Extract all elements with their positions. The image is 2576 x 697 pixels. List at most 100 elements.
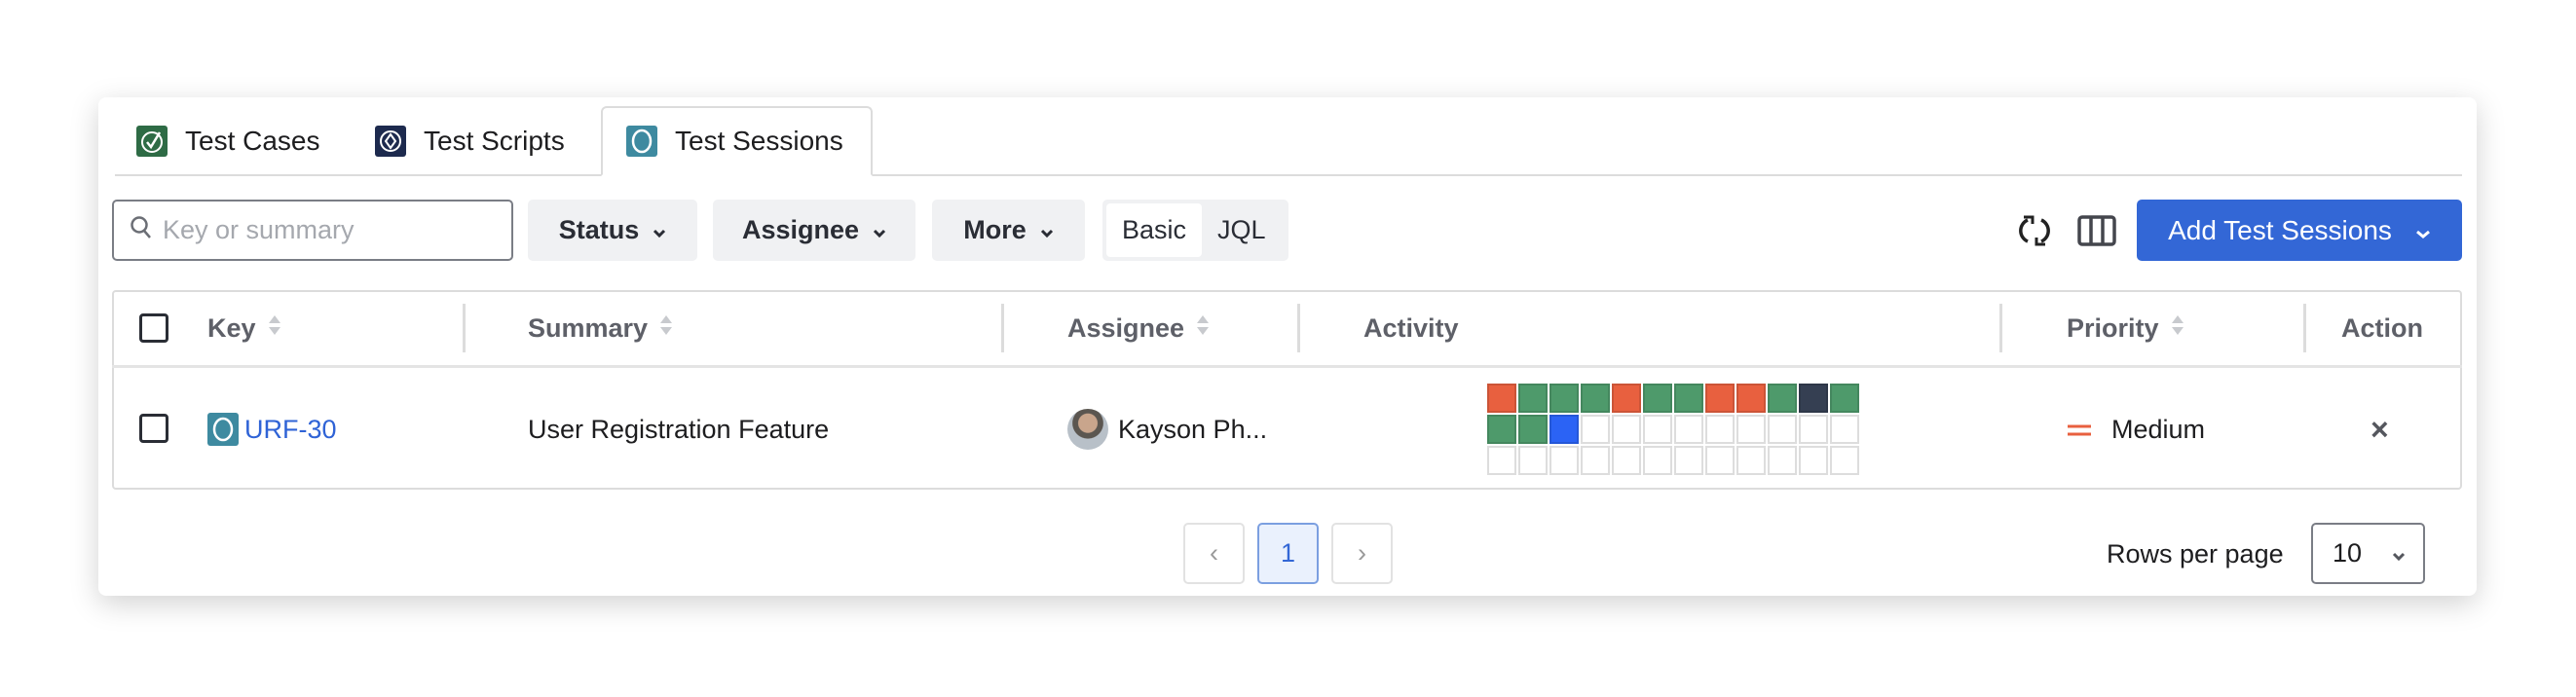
avatar [1067, 409, 1108, 450]
issue-key-link[interactable]: URF-30 [244, 414, 337, 444]
tab-test-cases[interactable]: Test Cases [136, 106, 320, 176]
header-label: Key [207, 312, 256, 343]
sort-icon [659, 312, 673, 345]
activity-cell-pass[interactable] [1549, 384, 1579, 413]
column-header-activity: Activity [1363, 310, 1459, 347]
activity-cell-empty [1487, 446, 1516, 475]
tab-divider [115, 174, 2462, 176]
row-key[interactable]: URF-30 [207, 410, 337, 449]
page-1-button[interactable]: 1 [1257, 523, 1319, 584]
header-divider [112, 365, 2462, 368]
activity-cell-pass[interactable] [1581, 384, 1610, 413]
activity-cell-fail[interactable] [1736, 384, 1766, 413]
activity-cell-pass[interactable] [1830, 384, 1859, 413]
delete-row-button[interactable]: × [2371, 411, 2389, 447]
tab-test-scripts[interactable]: Test Scripts [375, 106, 565, 176]
search-mode-toggle: Basic JQL [1102, 200, 1288, 261]
test-panel [98, 97, 2477, 596]
chevron-down-icon [653, 215, 666, 245]
activity-cell-empty [1674, 415, 1703, 444]
activity-cell-empty [1705, 446, 1735, 475]
activity-grid [1487, 384, 1859, 475]
row-assignee: Kayson Ph... [1067, 409, 1268, 450]
assignee-filter-button[interactable]: Assignee [713, 200, 915, 261]
priority-label: Medium [2111, 414, 2206, 444]
activity-cell-empty [1799, 415, 1828, 444]
header-label: Action [2341, 312, 2423, 343]
priority-medium-icon [2067, 415, 2092, 445]
search-box[interactable] [112, 200, 513, 261]
activity-cell-pass[interactable] [1643, 384, 1672, 413]
column-header-summary[interactable]: Summary [528, 310, 673, 347]
activity-cell-empty [1674, 446, 1703, 475]
search-input[interactable] [163, 215, 494, 245]
basic-mode-button[interactable]: Basic [1106, 203, 1203, 257]
refresh-icon[interactable] [2018, 212, 2051, 254]
sessions-table [112, 290, 2462, 490]
more-filter-button[interactable]: More [932, 200, 1085, 261]
column-separator[interactable] [1297, 304, 1300, 352]
tab-label: Test Scripts [424, 126, 565, 156]
activity-cell-fail[interactable] [1705, 384, 1735, 413]
chevron-down-icon [2415, 215, 2431, 246]
rows-per-page-label: Rows per page [2107, 538, 2284, 569]
activity-cell-pass[interactable] [1768, 384, 1797, 413]
chevron-down-icon [873, 215, 886, 245]
row-checkbox[interactable] [139, 414, 168, 443]
tab-test-sessions[interactable]: Test Sessions [601, 106, 873, 176]
activity-cell-empty [1768, 415, 1797, 444]
diamond-icon [375, 126, 406, 157]
rows-value: 10 [2333, 538, 2363, 568]
column-separator[interactable] [1999, 304, 2002, 352]
activity-cell-empty [1830, 446, 1859, 475]
activity-cell-other[interactable] [1799, 384, 1828, 413]
row-priority: Medium [2067, 410, 2205, 449]
sort-icon [268, 312, 281, 345]
activity-cell-empty [1705, 415, 1735, 444]
more-label: More [963, 215, 1027, 244]
activity-cell-empty [1768, 446, 1797, 475]
activity-cell-empty [1581, 446, 1610, 475]
activity-cell-fail[interactable] [1487, 384, 1516, 413]
jql-mode-button[interactable]: JQL [1217, 215, 1266, 244]
rows-per-page-select[interactable]: 10 [2311, 523, 2425, 584]
search-icon [130, 215, 153, 245]
activity-cell-empty [1736, 415, 1766, 444]
assignee-label: Assignee [741, 215, 860, 244]
columns-icon[interactable] [2077, 215, 2116, 251]
sort-icon [1196, 312, 1210, 345]
next-page-button[interactable]: › [1331, 523, 1393, 584]
header-label: Assignee [1067, 312, 1185, 343]
column-separator[interactable] [2303, 304, 2306, 352]
activity-cell-pass[interactable] [1518, 384, 1548, 413]
column-header-key[interactable]: Key [207, 310, 281, 347]
circle-icon [626, 126, 657, 157]
column-header-assignee[interactable]: Assignee [1067, 310, 1210, 347]
header-label: Priority [2067, 312, 2159, 343]
activity-cell-pass[interactable] [1674, 384, 1703, 413]
activity-cell-empty [1799, 446, 1828, 475]
tab-label: Test Sessions [675, 126, 843, 156]
check-circle-icon [136, 126, 168, 157]
status-filter-button[interactable]: Status [528, 200, 697, 261]
activity-cell-empty [1612, 415, 1641, 444]
activity-cell-empty [1643, 415, 1672, 444]
chevron-down-icon [2392, 538, 2406, 569]
add-test-sessions-button[interactable]: Add Test Sessions [2137, 200, 2462, 261]
activity-cell-pass[interactable] [1518, 415, 1548, 444]
assignee-name: Kayson Ph... [1118, 414, 1268, 444]
row-summary: User Registration Feature [528, 414, 830, 444]
activity-cell-empty [1830, 415, 1859, 444]
activity-cell-empty [1736, 446, 1766, 475]
column-separator[interactable] [463, 304, 466, 352]
activity-cell-current[interactable] [1549, 415, 1579, 444]
prev-page-button[interactable]: ‹ [1183, 523, 1245, 584]
tab-label: Test Cases [185, 126, 320, 156]
activity-cell-pass[interactable] [1487, 415, 1516, 444]
select-all-checkbox[interactable] [139, 313, 168, 343]
column-separator[interactable] [1001, 304, 1004, 352]
activity-cell-empty [1643, 446, 1672, 475]
column-header-priority[interactable]: Priority [2067, 310, 2184, 347]
test-session-icon [207, 413, 239, 446]
activity-cell-fail[interactable] [1612, 384, 1641, 413]
